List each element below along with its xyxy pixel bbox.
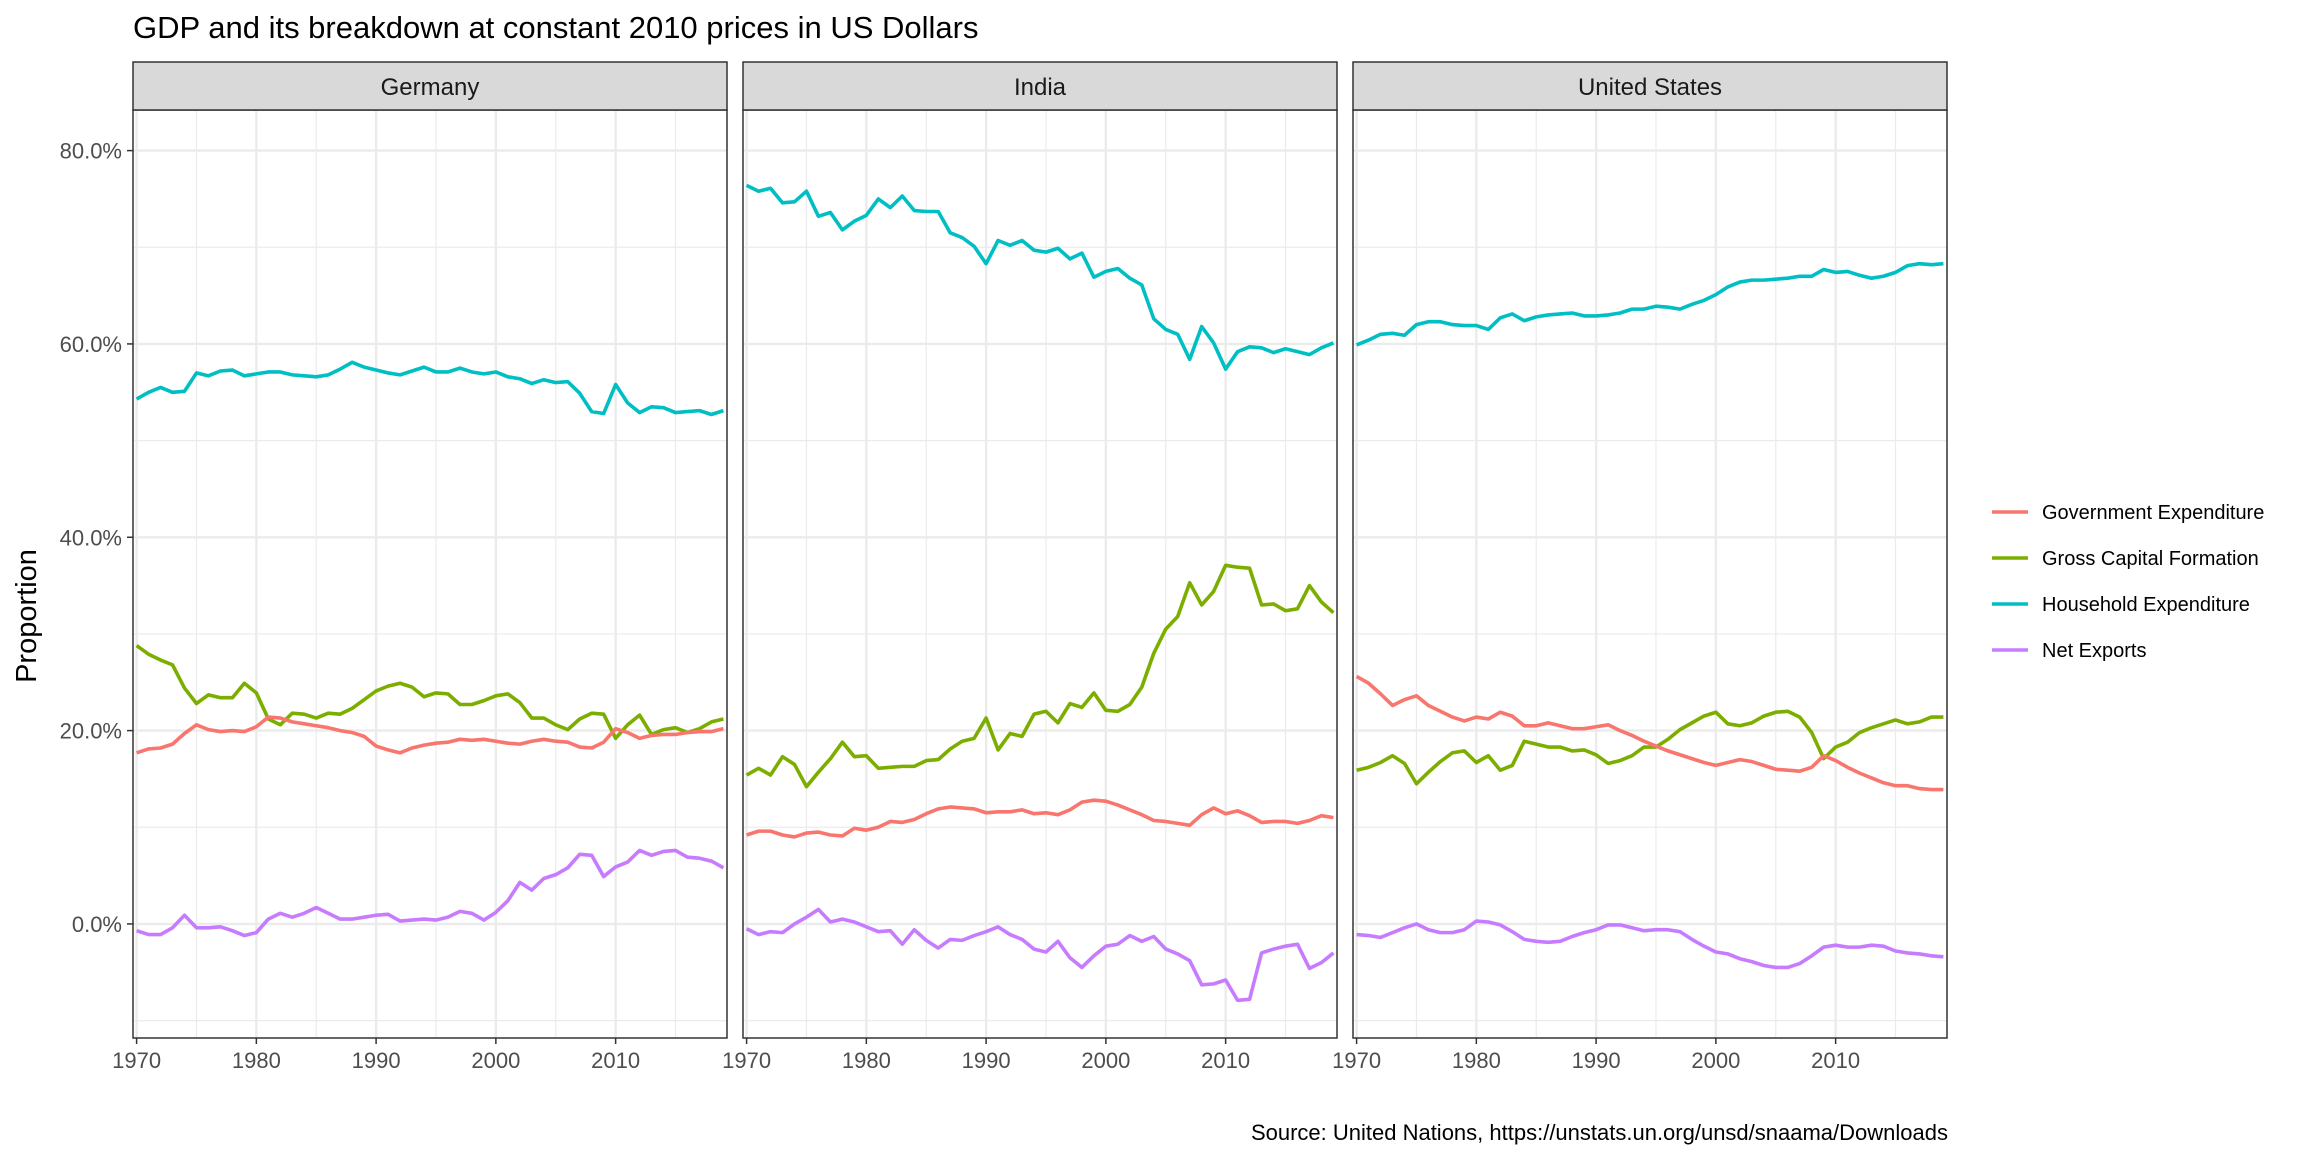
legend-label: Government Expenditure (2042, 502, 2264, 524)
x-tick-label: 1980 (232, 1048, 281, 1073)
x-tick-label: 1970 (112, 1048, 161, 1073)
series-line-government-expenditure (746, 798, 1334, 839)
panel-germany: Germany 1970 1980 1990 2000 2010 (112, 61, 728, 1073)
x-tick-label: 2010 (1811, 1048, 1860, 1073)
y-tick-label: 80.0% (60, 139, 122, 164)
y-tick-label: 40.0% (60, 525, 122, 550)
series-line-government-expenditure (1355, 674, 1944, 792)
legend-label: Gross Capital Formation (2042, 548, 2259, 570)
series-line-net-exports (136, 848, 725, 938)
facet-strip-label: United States (1578, 74, 1722, 101)
series-line-net-exports (745, 907, 1335, 1003)
legend-label: Net Exports (2042, 640, 2146, 662)
x-tick-label: 2010 (591, 1048, 640, 1073)
series-line-gross-capital-formation (745, 563, 1335, 789)
legend-label: Household Expenditure (2042, 594, 2250, 616)
legend-item-government-expenditure: Government Expenditure (1992, 502, 2264, 524)
x-tick-label: 2010 (1201, 1048, 1250, 1073)
facet-strip (1352, 61, 1948, 111)
legend-item-household-expenditure: Household Expenditure (1992, 594, 2250, 616)
series-line-gross-capital-formation (135, 644, 724, 741)
x-tick-label: 2000 (1081, 1048, 1130, 1073)
facet-strip (742, 61, 1338, 111)
x-tick-label: 2000 (1691, 1048, 1740, 1073)
chart-caption: Source: United Nations, https://unstats.… (1251, 1120, 1948, 1145)
legend: Government Expenditure Gross Capital Form… (1992, 502, 2264, 662)
y-tick-label: 20.0% (60, 719, 122, 744)
series-line-household-expenditure (745, 183, 1335, 371)
series-line-government-expenditure (136, 715, 724, 755)
facet-strip-label: India (1014, 74, 1067, 101)
panel-border (742, 109, 1338, 1039)
panel-border (1352, 109, 1948, 1039)
panel-border (132, 109, 728, 1039)
facet-strip (132, 61, 728, 111)
panel-india: India 1970 1980 1990 2000 2010 (722, 61, 1338, 1073)
x-tick-label: 1980 (842, 1048, 891, 1073)
legend-item-net-exports: Net Exports (1992, 640, 2146, 662)
series-line-net-exports (1356, 919, 1944, 970)
y-tick-label: 0.0% (72, 912, 122, 937)
series-line-household-expenditure (1355, 261, 1944, 347)
series-line-gross-capital-formation (1356, 709, 1944, 786)
x-tick-label: 1990 (352, 1048, 401, 1073)
x-tick-label: 1990 (962, 1048, 1011, 1073)
panels-layer: 0.0% 20.0% 40.0% 60.0% 80.0% Germany 1970 1980 1… (60, 61, 1948, 1073)
x-tick-label: 1990 (1572, 1048, 1621, 1073)
x-tick-label: 2000 (471, 1048, 520, 1073)
x-tick-label: 1970 (722, 1048, 771, 1073)
chart-title: GDP and its breakdown at constant 2010 p… (133, 10, 978, 45)
y-axis-label: Proportion (11, 549, 43, 683)
facet-strip-label: Germany (381, 74, 480, 101)
y-tick-label: 60.0% (60, 332, 122, 357)
x-tick-label: 1980 (1452, 1048, 1501, 1073)
panel-united-states: United States 1970 1980 1990 2000 2010 (1332, 61, 1948, 1073)
x-tick-label: 1970 (1332, 1048, 1381, 1073)
legend-item-gross-capital-formation: Gross Capital Formation (1992, 548, 2259, 570)
series-line-household-expenditure (135, 360, 724, 417)
